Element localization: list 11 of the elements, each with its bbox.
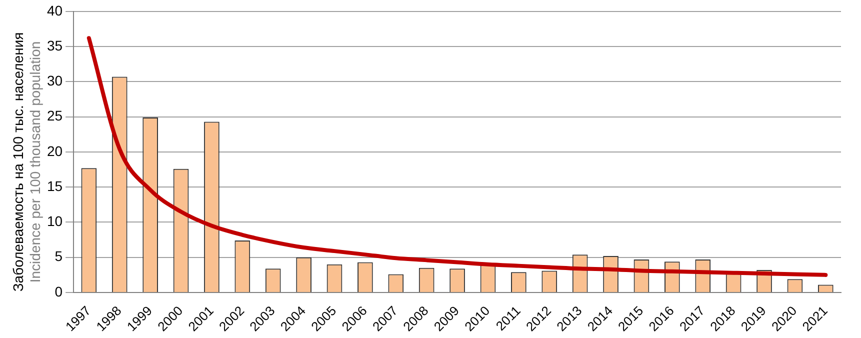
y-tick-label: 35	[46, 37, 63, 54]
y-tick-label: 5	[54, 248, 63, 264]
line-series	[86, 36, 828, 277]
y-tick-label: 0	[54, 283, 63, 300]
y-tick-label: 40	[46, 2, 63, 18]
y-tick-label: 25	[46, 108, 63, 124]
y-tick-label: 20	[46, 142, 63, 159]
y-tick-label: 30	[46, 72, 63, 89]
y-axis-title: Заболеваемость на 100 тыс. населения Incidence per 100 thousand population	[10, 32, 43, 292]
y-tick-label: 15	[46, 178, 63, 194]
y-tick-label: 10	[46, 213, 63, 230]
